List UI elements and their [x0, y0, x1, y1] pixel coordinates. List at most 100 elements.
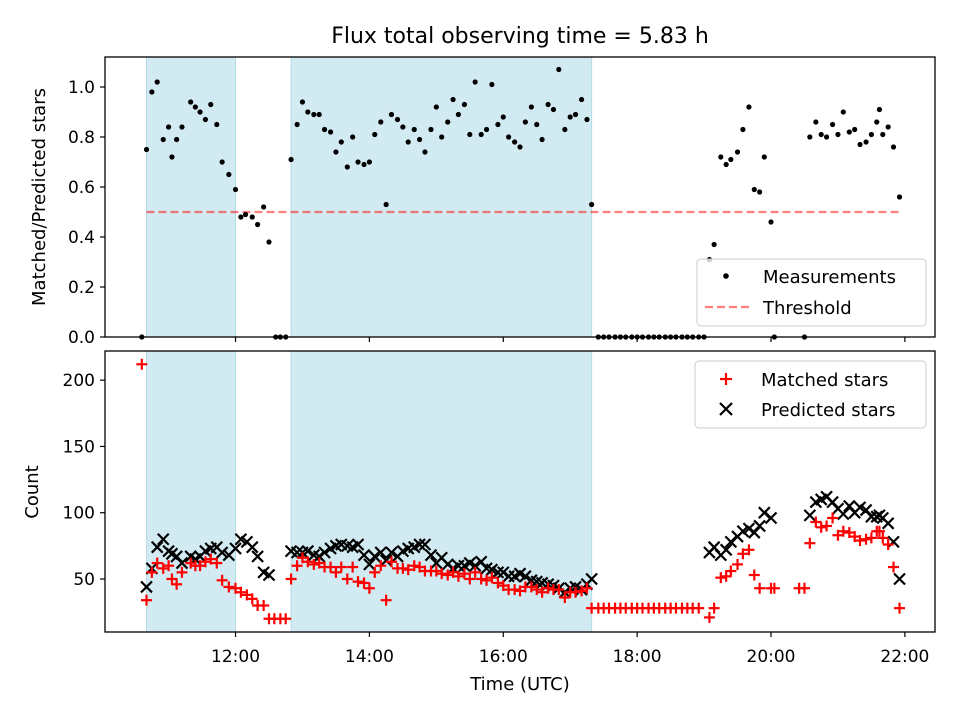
matched-star-point: [475, 573, 487, 585]
predicted-star-point: [251, 550, 264, 563]
measurement-point: [416, 136, 423, 143]
measurement-point: [400, 124, 406, 130]
measurement-point: [550, 106, 557, 113]
measurement-point: [433, 104, 439, 110]
measurement-point: [718, 154, 724, 160]
predicted-star-point: [301, 544, 315, 558]
measurement-point: [467, 131, 473, 138]
predicted-star-point: [357, 548, 371, 562]
y-tick-label: 0.0: [68, 328, 95, 348]
matched-star-point: [436, 568, 448, 580]
legend-matched-marker: [720, 373, 732, 385]
measurement-point: [179, 124, 185, 130]
y-tick-label: 0.8: [68, 128, 95, 148]
measurement-point: [219, 159, 225, 165]
y-tick-label: 0.4: [68, 228, 95, 248]
x-tick-label: 12:00: [211, 647, 260, 667]
matched-star-point: [380, 594, 392, 606]
predicted-star-point: [363, 558, 376, 571]
measurement-point: [818, 131, 824, 138]
measurement-point: [350, 134, 356, 140]
matched-star-point: [205, 553, 217, 565]
predicted-star-point: [374, 546, 388, 559]
matched-star-point: [559, 592, 571, 604]
bottom-x-ticks: 12:00 14:00 16:00 18:00 20:00 22:00: [211, 632, 929, 667]
measurement-point: [813, 119, 819, 125]
matched-star-point: [385, 556, 397, 568]
measurement-point: [885, 124, 891, 130]
measurement-point: [445, 119, 451, 125]
measurement-point: [288, 156, 294, 163]
matched-star-point: [810, 516, 822, 528]
measurement-point: [829, 121, 836, 128]
measurement-point: [761, 154, 767, 160]
measurement-point: [165, 124, 172, 130]
measurement-point: [149, 89, 155, 95]
legend-predicted-marker: [719, 402, 733, 416]
matched-star-point: [408, 560, 420, 572]
top-legend: Measurements Threshold: [696, 258, 927, 327]
measurement-point: [316, 111, 322, 118]
predicted-star-point: [150, 540, 164, 554]
matched-star-point: [291, 560, 303, 572]
measurement-point: [807, 134, 813, 140]
predicted-star-point: [803, 509, 817, 522]
matched-star-point: [894, 602, 906, 614]
predicted-star-point: [491, 566, 505, 579]
matched-star-point: [280, 613, 292, 625]
shaded-interval-0: [146, 350, 237, 633]
measurement-point: [840, 109, 846, 115]
measurement-point: [439, 134, 445, 140]
measurement-point: [852, 126, 858, 133]
matched-star-point: [347, 561, 359, 573]
matched-star-point: [804, 537, 816, 549]
matched-star-point: [570, 586, 582, 598]
measurement-point: [383, 201, 389, 208]
matched-star-point: [258, 599, 270, 611]
top-shaded-intervals: [146, 56, 593, 338]
matched-star-point: [308, 558, 320, 570]
measurement-point: [394, 116, 401, 123]
measurement-point: [428, 126, 434, 133]
measurement-point: [388, 111, 395, 118]
measurement-point: [500, 114, 506, 120]
measurement-point: [266, 239, 272, 245]
measurement-point: [366, 159, 372, 165]
measurement-point: [299, 99, 306, 105]
measurement-point: [556, 66, 562, 73]
measurement-point: [506, 134, 512, 140]
predicted-star-point: [379, 554, 393, 567]
measurement-point: [846, 129, 852, 135]
y-tick-label: 100: [63, 504, 95, 524]
measurement-point: [214, 121, 220, 128]
measurement-point: [327, 129, 334, 135]
predicted-star-point: [519, 570, 532, 583]
matched-star-point: [335, 561, 347, 573]
top-y-ticks: 0.0 0.2 0.4 0.6 0.8 1.0: [68, 78, 105, 348]
measurement-point: [311, 111, 317, 118]
measurement-point: [411, 126, 417, 133]
measurement-point: [711, 241, 717, 248]
matched-star-markers: [136, 358, 906, 625]
measurement-point: [863, 139, 869, 145]
measurement-point: [734, 149, 741, 155]
measurement-point: [539, 136, 545, 143]
legend-matched-label: Matched stars: [761, 370, 888, 391]
measurement-point: [723, 161, 729, 168]
matched-star-point: [285, 573, 297, 585]
matched-star-point: [330, 566, 342, 578]
predicted-star-point: [468, 559, 482, 573]
bottom-axes-frame: [104, 350, 936, 633]
matched-star-point: [873, 525, 885, 537]
predicted-star-point: [245, 540, 259, 554]
matched-star-point: [877, 532, 889, 544]
measurement-point: [578, 96, 585, 103]
matched-star-point: [743, 544, 755, 556]
predicted-star-point: [413, 538, 426, 551]
matched-star-point: [325, 561, 337, 573]
measurement-point: [378, 119, 384, 125]
measurement-point: [160, 136, 166, 143]
x-tick-label: 20:00: [747, 647, 796, 667]
matched-star-point: [888, 561, 899, 573]
y-tick-label: 0.6: [68, 178, 95, 198]
